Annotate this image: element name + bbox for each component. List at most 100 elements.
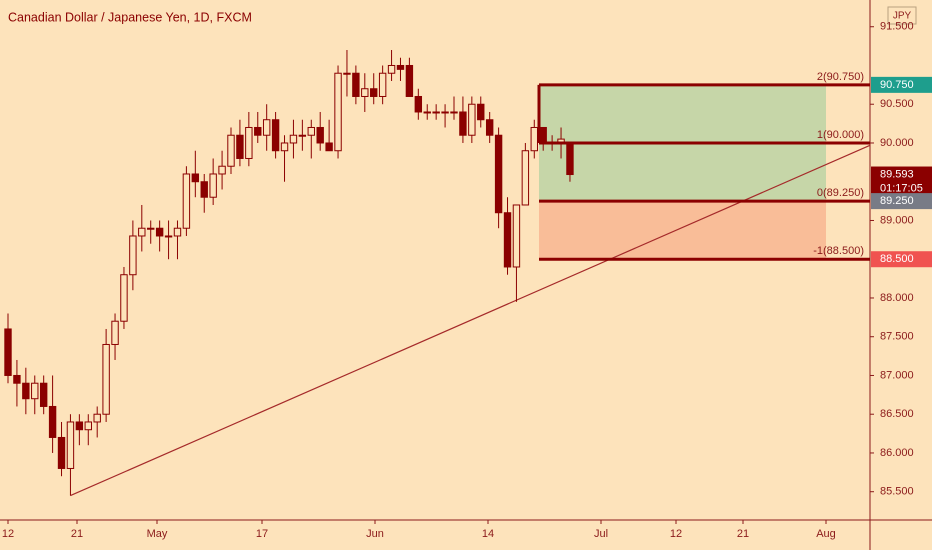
candle-body	[378, 72, 387, 97]
price-label-box	[871, 193, 932, 210]
candle-body	[512, 204, 521, 268]
candle-body	[494, 134, 503, 214]
candle-body	[530, 126, 538, 152]
candle-body	[120, 274, 128, 322]
candle-body	[164, 235, 173, 238]
price-label: 89.593	[880, 168, 914, 180]
candle-body	[236, 134, 244, 159]
fib-label: 0(89.250)	[817, 187, 864, 199]
candle-body	[334, 72, 342, 152]
x-tick-label: 21	[737, 528, 749, 540]
y-tick-label: 88.000	[880, 292, 914, 304]
fib-label: 1(90.000)	[817, 129, 864, 141]
candle-body	[298, 134, 307, 137]
currency-box	[887, 6, 917, 25]
candle-body	[370, 88, 378, 97]
candle-body	[84, 421, 92, 431]
candle-body	[477, 103, 485, 121]
y-tick-label: 89.000	[880, 214, 914, 226]
candle-body	[396, 64, 405, 70]
candle-body	[4, 328, 12, 376]
price-label: 89.250	[880, 195, 914, 207]
candle-body	[262, 119, 271, 136]
candle-body	[31, 382, 39, 400]
loss-zone	[539, 201, 826, 260]
y-tick-label: 90.000	[880, 137, 914, 149]
candle-body	[405, 64, 414, 97]
countdown: 01:17:05	[880, 182, 923, 194]
candle-body	[539, 126, 547, 144]
candle-body	[271, 119, 280, 152]
price-label-box	[871, 76, 932, 93]
candle-body	[423, 111, 431, 114]
candle-body	[566, 142, 574, 176]
candle-body	[129, 235, 137, 276]
x-tick-label: 12	[2, 528, 14, 540]
x-tick-label: Aug	[816, 528, 836, 540]
y-tick-label: 86.500	[880, 408, 914, 420]
candle-body	[200, 181, 208, 198]
candle-body	[521, 150, 530, 206]
y-tick-label: 91.500	[880, 21, 914, 33]
candle-body	[227, 134, 235, 167]
price-label-box	[871, 251, 932, 268]
fib-label: -1(88.500)	[813, 245, 864, 257]
candle-body	[147, 227, 155, 230]
y-tick-label: 85.500	[880, 486, 914, 498]
candle-body	[173, 227, 182, 237]
candle-body	[218, 165, 226, 175]
price-label: 90.750	[880, 79, 914, 91]
candle-body	[280, 142, 289, 152]
candle-body	[307, 126, 315, 136]
candle-body	[13, 374, 21, 384]
x-tick-label: Jun	[366, 528, 384, 540]
candle-body	[485, 119, 494, 136]
candle-body	[245, 126, 253, 159]
candle-body	[209, 173, 217, 198]
x-tick-label: Jul	[594, 528, 608, 540]
candle-body	[254, 126, 262, 136]
candle-body	[22, 382, 30, 400]
candle-body	[155, 227, 164, 237]
candle-body	[468, 103, 476, 136]
x-tick-label: 21	[71, 528, 83, 540]
candle-body	[75, 421, 84, 431]
candle-body	[138, 227, 146, 237]
candle-body	[57, 436, 66, 469]
x-tick-label: May	[147, 528, 168, 540]
candle-body	[352, 72, 360, 97]
chart-title: Canadian Dollar / Japanese Yen, 1D, FXCM	[8, 10, 252, 24]
candle-body	[459, 111, 467, 136]
price-label-box	[871, 166, 932, 197]
candle-body	[39, 382, 48, 407]
trendline	[70, 144, 871, 497]
x-tick-label: 12	[670, 528, 682, 540]
candle-body	[414, 95, 423, 113]
y-tick-label: 87.000	[880, 369, 914, 381]
candle-body	[66, 421, 75, 469]
currency: JPY	[893, 11, 912, 22]
candle-body	[182, 173, 191, 229]
candle-body	[432, 111, 440, 114]
price-label: 88.500	[880, 253, 914, 265]
candle-body	[361, 88, 369, 97]
y-tick-label: 90.500	[880, 98, 914, 110]
y-tick-label: 86.000	[880, 447, 914, 459]
candle-body	[441, 111, 449, 114]
candle-body	[450, 111, 458, 114]
fib-label: 2(90.750)	[817, 71, 864, 83]
candle-body	[387, 64, 396, 74]
candle-body	[111, 320, 119, 345]
x-tick-label: 14	[482, 528, 494, 540]
candle-body	[343, 72, 351, 75]
candle-body	[325, 142, 333, 152]
candle-body	[316, 126, 324, 144]
y-tick-label: 87.500	[880, 331, 914, 343]
candle-body	[102, 343, 110, 415]
candle-body	[503, 212, 512, 268]
candle-body	[191, 173, 200, 183]
x-tick-label: 17	[256, 528, 268, 540]
candle-body	[289, 134, 298, 144]
candle-body	[93, 413, 101, 423]
